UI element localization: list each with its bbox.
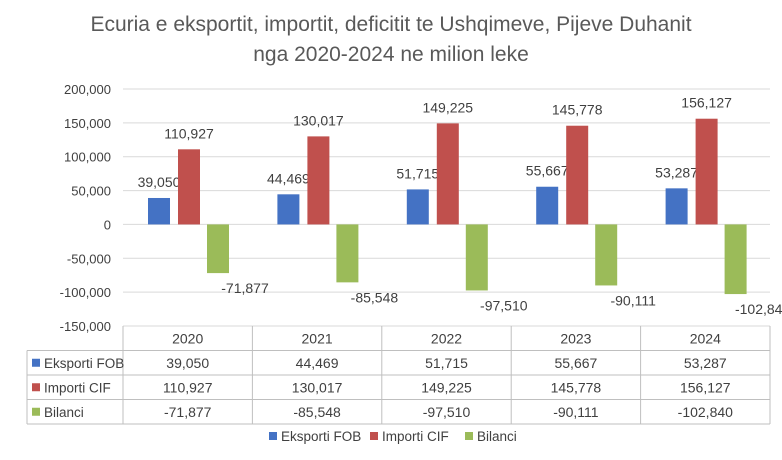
bar-eksporti-fob <box>536 186 559 225</box>
data-label: 55,667 <box>526 163 569 179</box>
table-cell: 156,127 <box>680 379 731 395</box>
bar-bilanci <box>336 224 359 283</box>
data-label: -85,548 <box>351 289 399 305</box>
table-legend-key <box>32 383 40 392</box>
legend-label: Bilanci <box>477 429 517 444</box>
data-label: 44,469 <box>267 170 310 186</box>
table-series-name: Importi CIF <box>44 380 111 395</box>
bar-bilanci <box>724 224 747 295</box>
data-label: -90,111 <box>610 292 656 308</box>
y-tick-label: 0 <box>104 217 111 232</box>
bar-importi-cif <box>566 125 589 225</box>
y-tick-label: 50,000 <box>71 184 111 199</box>
x-category-label: 2023 <box>560 330 591 346</box>
data-label: -71,877 <box>221 280 269 296</box>
data-label: -97,510 <box>480 297 528 313</box>
legend-key <box>465 432 473 440</box>
bar-bilanci <box>595 224 618 286</box>
data-label: 110,927 <box>164 125 214 141</box>
chart-title-line-2: nga 2020-2024 ne milion leke <box>253 43 529 66</box>
bar-eksporti-fob <box>406 189 429 225</box>
table-cell: 130,017 <box>292 379 343 395</box>
x-category-label: 2021 <box>302 330 333 346</box>
y-tick-label: 200,000 <box>64 82 111 97</box>
table-cell: 39,050 <box>166 355 209 371</box>
table-cell: 53,287 <box>684 355 727 371</box>
chart-title-line-1: Ecuria e eksportit, importit, deficitit … <box>90 13 692 36</box>
bar-bilanci <box>465 224 488 291</box>
table-legend-key <box>32 358 40 367</box>
y-tick-label: 100,000 <box>64 150 111 165</box>
data-label: 53,287 <box>655 164 698 180</box>
table-cell: 55,667 <box>554 355 597 371</box>
data-label: 39,050 <box>138 174 181 190</box>
legend-key <box>269 432 277 440</box>
table-cell: 44,469 <box>296 355 339 371</box>
x-category-label: 2022 <box>431 330 462 346</box>
data-label: 156,127 <box>681 95 732 111</box>
y-tick-label: -50,000 <box>67 251 111 266</box>
table-cell: -71,877 <box>164 404 212 420</box>
legend-key <box>370 432 378 440</box>
y-tick-label: 150,000 <box>64 116 111 131</box>
data-label: 51,715 <box>396 165 439 181</box>
table-series-name: Eksporti FOB <box>44 356 124 371</box>
data-label: 145,778 <box>552 102 603 118</box>
bar-importi-cif <box>695 118 718 225</box>
legend-label: Eksporti FOB <box>281 429 361 444</box>
table-cell: 145,778 <box>551 379 602 395</box>
bar-bilanci <box>207 224 229 274</box>
table-cell: -90,111 <box>553 404 599 420</box>
bar-eksporti-fob <box>148 197 170 225</box>
bar-importi-cif <box>178 149 200 225</box>
y-tick-label: -150,000 <box>60 319 111 334</box>
table-cell: -102,840 <box>678 404 733 420</box>
table-series-name: Bilanci <box>44 405 84 420</box>
legend-label: Importi CIF <box>382 429 449 444</box>
table-cell: 149,225 <box>421 379 472 395</box>
data-label: 130,017 <box>293 112 344 128</box>
table-cell: 51,715 <box>425 355 468 371</box>
bar-eksporti-fob <box>665 188 688 225</box>
x-category-label: 2024 <box>690 330 721 346</box>
y-tick-label: -100,000 <box>60 285 111 300</box>
data-label: -102,840 <box>735 301 782 317</box>
bar-eksporti-fob <box>277 194 300 225</box>
table-cell: -97,510 <box>423 404 471 420</box>
table-legend-key <box>32 407 40 416</box>
bar-importi-cif <box>307 136 330 225</box>
chart-title: Ecuria e eksportit, importit, deficitit … <box>0 10 782 70</box>
data-label: 149,225 <box>422 99 473 115</box>
x-category-label: 2020 <box>172 330 203 346</box>
table-cell: 110,927 <box>163 379 213 395</box>
table-cell: -85,548 <box>293 404 341 420</box>
bar-importi-cif <box>436 123 459 225</box>
